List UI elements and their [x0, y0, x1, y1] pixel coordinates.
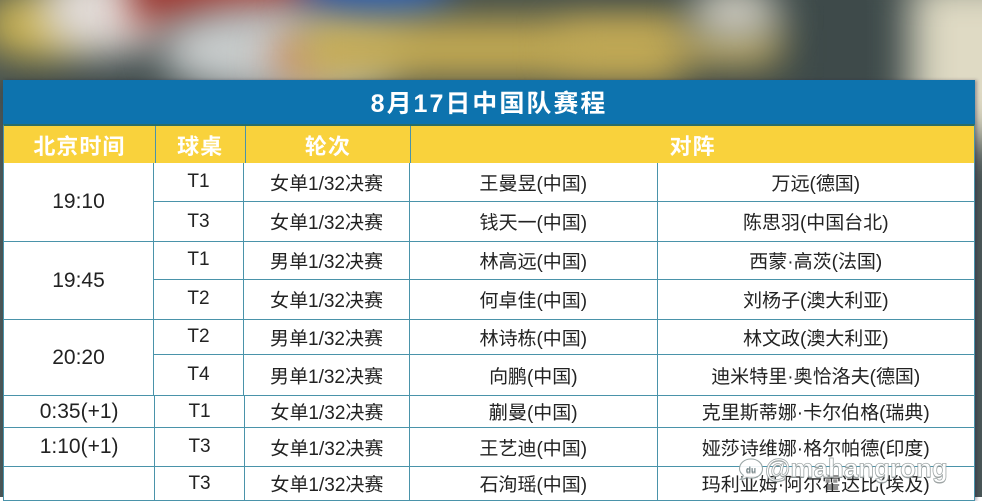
svg-text:du: du [746, 464, 756, 474]
